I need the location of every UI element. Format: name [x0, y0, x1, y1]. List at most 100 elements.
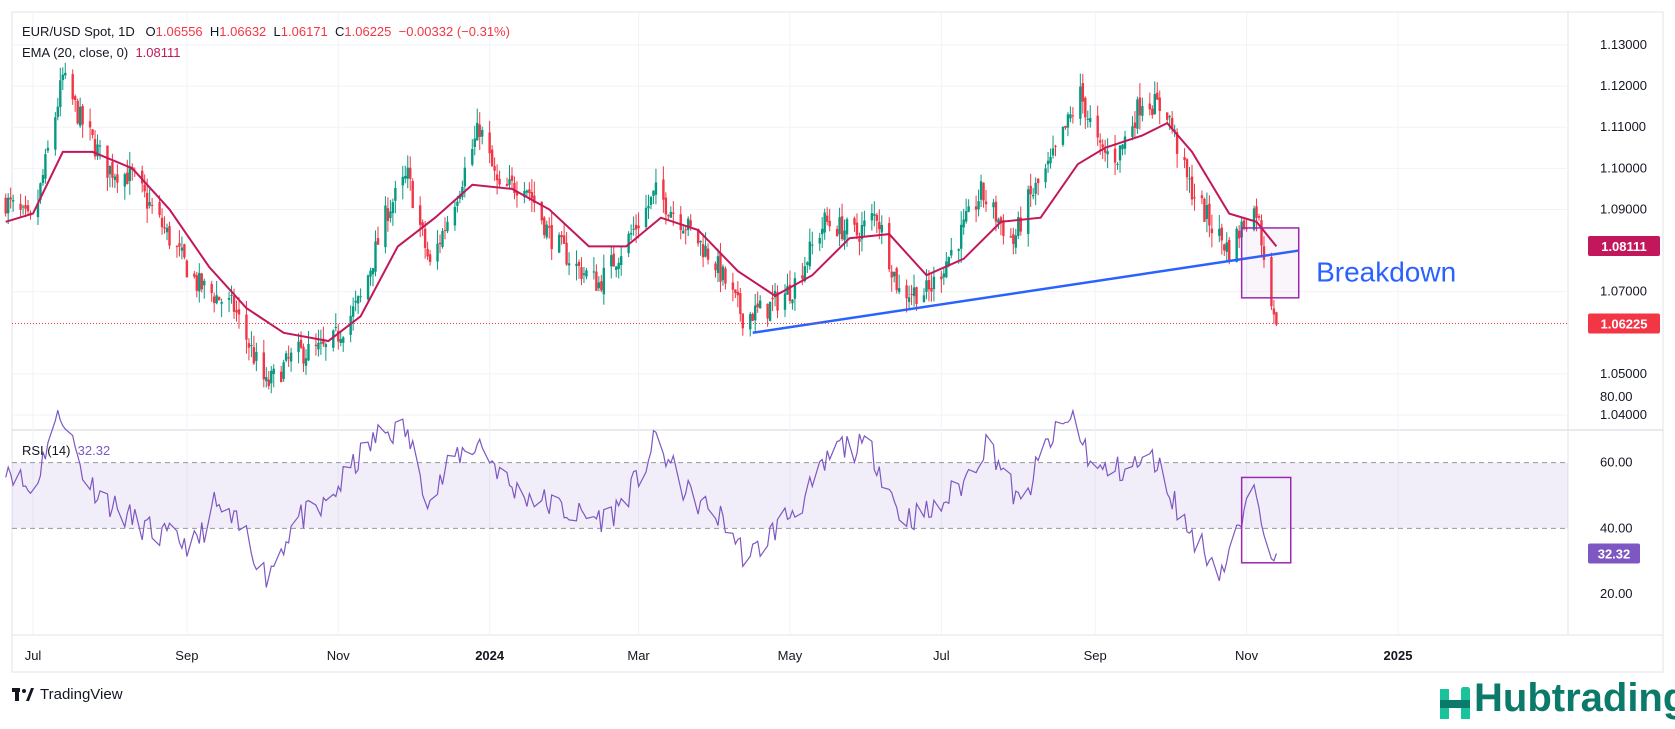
open-value: 1.06556 — [155, 24, 203, 39]
candle-body — [376, 238, 380, 245]
candle-body — [1200, 195, 1204, 199]
candle-body — [406, 167, 409, 179]
candle-body — [530, 192, 534, 199]
candle-body — [684, 229, 687, 231]
candle-body — [791, 299, 794, 304]
candle-body — [461, 186, 464, 198]
candle-body — [1113, 148, 1117, 163]
candle-body — [505, 183, 509, 187]
candle-body — [4, 197, 7, 214]
candle-body — [245, 314, 248, 340]
candle-body — [324, 344, 328, 348]
time-tick-label: Nov — [1235, 648, 1259, 663]
candle-body — [1081, 83, 1085, 102]
candle-body — [992, 202, 995, 208]
candle-body — [1034, 182, 1037, 194]
candle-body — [783, 293, 787, 310]
candle-body — [1165, 112, 1169, 120]
candle-body — [1046, 160, 1050, 165]
candle-body — [982, 182, 985, 201]
candle-body — [478, 124, 481, 138]
candle-body — [1170, 117, 1174, 130]
candle-body — [235, 310, 238, 313]
candle-body — [540, 201, 543, 221]
candle-body — [979, 181, 983, 200]
candle-body — [533, 195, 536, 203]
candle-body — [1183, 157, 1186, 161]
candle-body — [808, 241, 812, 267]
candle-body — [93, 139, 97, 157]
candle-body — [453, 206, 457, 226]
high-value: 1.06632 — [219, 24, 267, 39]
candle-body — [632, 228, 635, 230]
candle-body — [1118, 145, 1122, 161]
candle-body — [359, 296, 362, 298]
candle-body — [974, 206, 978, 210]
candle-body — [930, 287, 933, 292]
candle-body — [36, 202, 40, 218]
candle-body — [853, 218, 856, 225]
candle-body — [682, 230, 685, 234]
candle-body — [580, 267, 583, 280]
candle-body — [314, 344, 318, 347]
candle-body — [446, 221, 449, 232]
candle-body — [821, 228, 824, 235]
candle-body — [602, 267, 606, 295]
candle-body — [1220, 227, 1223, 241]
candle-body — [339, 339, 342, 343]
candle-body — [1158, 97, 1161, 112]
candle-body — [654, 182, 658, 195]
candle-body — [1096, 115, 1099, 138]
candle-body — [619, 256, 623, 266]
candle-body — [297, 341, 300, 353]
candle-body — [203, 280, 206, 286]
low-label: L — [273, 24, 281, 39]
candle-body — [299, 339, 303, 348]
candle-body — [490, 149, 494, 167]
candle-body — [1223, 244, 1226, 251]
candle-body — [679, 214, 682, 231]
candle-body — [334, 326, 337, 328]
price-tick-label: 1.04000 — [1600, 407, 1647, 422]
rsi-tick-label: 60.00 — [1600, 455, 1633, 470]
candle-body — [701, 244, 705, 258]
candle-body — [811, 244, 814, 246]
candle-body — [910, 293, 913, 295]
price-tick-label: 1.10000 — [1600, 160, 1647, 175]
candle-body — [41, 175, 45, 184]
price-tick-label: 1.05000 — [1600, 366, 1647, 381]
candle-body — [858, 238, 861, 242]
candle-body — [766, 303, 769, 319]
candle-body — [143, 184, 146, 192]
candle-body — [19, 203, 22, 210]
candle-body — [356, 296, 360, 304]
candle-body — [210, 283, 213, 294]
candle-body — [649, 196, 653, 205]
candle-body — [615, 266, 618, 270]
rsi-value-tag: 32.32 — [1598, 547, 1631, 562]
candles — [4, 62, 1278, 394]
candle-body — [394, 187, 397, 201]
candle-body — [1044, 168, 1047, 183]
candle-body — [873, 213, 876, 216]
candle-body — [1069, 114, 1072, 119]
rsi-value-tag-bg — [1588, 543, 1640, 564]
candle-body — [637, 225, 640, 229]
candle-body — [1257, 216, 1261, 218]
support-trendline — [752, 249, 1299, 335]
candle-body — [806, 262, 809, 265]
candle-body — [801, 275, 804, 279]
candle-body — [818, 237, 821, 244]
candle-body — [106, 145, 109, 178]
candle-body — [1153, 94, 1156, 115]
candle-body — [595, 271, 598, 291]
candle-body — [374, 241, 377, 272]
candle-body — [731, 282, 735, 290]
candle-body — [932, 276, 936, 290]
candle-body — [141, 170, 144, 184]
candle-body — [230, 295, 233, 297]
candle-body — [11, 200, 15, 202]
candle-body — [6, 197, 10, 214]
ema-label: EMA (20, close, 0) — [22, 45, 129, 60]
candle-body — [322, 338, 325, 345]
